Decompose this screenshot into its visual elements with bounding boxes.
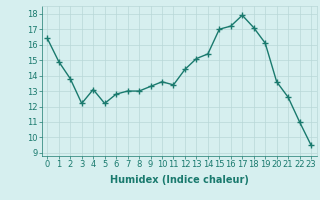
X-axis label: Humidex (Indice chaleur): Humidex (Indice chaleur) (110, 175, 249, 185)
